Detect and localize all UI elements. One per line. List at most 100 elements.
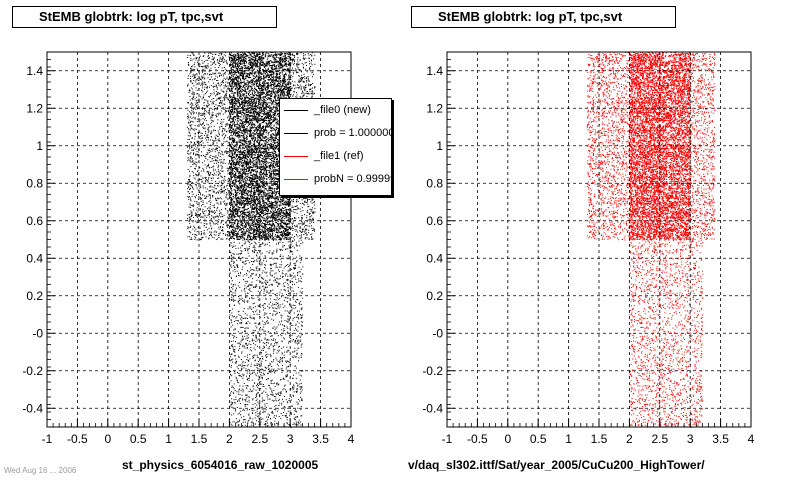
- scatter-point: [233, 58, 235, 60]
- scatter-point: [311, 55, 313, 57]
- scatter-point: [224, 179, 226, 181]
- scatter-point: [226, 140, 228, 142]
- scatter-point: [188, 91, 190, 93]
- scatter-point: [222, 73, 224, 75]
- scatter-point: [305, 224, 307, 226]
- scatter-point: [278, 61, 280, 63]
- scatter-point: [247, 173, 249, 174]
- scatter-point: [311, 202, 313, 204]
- scatter-point: [214, 169, 216, 171]
- scatter-point: [275, 90, 277, 92]
- scatter-point: [309, 84, 311, 86]
- scatter-point: [308, 84, 310, 86]
- scatter-point: [223, 54, 225, 56]
- scatter-point: [243, 187, 245, 189]
- scatter-point: [270, 143, 272, 145]
- scatter-point: [199, 208, 201, 210]
- scatter-point: [248, 82, 250, 84]
- scatter-point: [246, 190, 248, 192]
- scatter-point: [194, 238, 196, 240]
- scatter-point: [264, 173, 266, 175]
- scatter-point: [225, 134, 227, 136]
- scatter-point: [213, 86, 214, 88]
- scatter-point: [207, 144, 209, 146]
- scatter-point: [227, 232, 229, 234]
- scatter-point: [224, 112, 226, 114]
- scatter-point: [297, 231, 299, 233]
- scatter-point: [256, 69, 258, 71]
- scatter-point: [198, 79, 200, 81]
- scatter-point: [205, 156, 207, 158]
- scatter-point: [243, 117, 245, 119]
- scatter-point: [277, 63, 279, 65]
- scatter-point: [225, 197, 227, 199]
- scatter-point: [303, 82, 305, 83]
- scatter-point: [219, 210, 221, 212]
- scatter-point: [207, 106, 209, 108]
- scatter-point: [192, 158, 193, 160]
- scatter-point: [195, 153, 197, 155]
- scatter-point: [292, 59, 294, 61]
- scatter-point: [204, 198, 206, 199]
- scatter-point: [221, 130, 223, 132]
- scatter-point: [302, 94, 304, 96]
- scatter-point: [244, 192, 246, 194]
- scatter-point: [211, 101, 213, 103]
- scatter-point: [240, 56, 242, 58]
- scatter-point: [204, 86, 206, 88]
- scatter-point: [254, 123, 256, 125]
- scatter-point: [257, 234, 259, 236]
- scatter-point: [299, 59, 301, 61]
- scatter-point: [308, 60, 310, 62]
- scatter-point: [195, 106, 197, 108]
- scatter-point: [294, 197, 296, 198]
- scatter-point: [294, 225, 296, 227]
- scatter-point: [219, 61, 221, 62]
- scatter-point: [308, 206, 310, 207]
- scatter-point: [232, 176, 234, 178]
- scatter-point: [205, 210, 207, 212]
- scatter-point: [305, 232, 307, 234]
- scatter-point: [252, 194, 254, 196]
- scatter-point: [218, 139, 220, 141]
- scatter-point: [254, 196, 255, 198]
- scatter-point: [245, 179, 246, 181]
- scatter-point: [233, 86, 235, 88]
- scatter-point: [237, 230, 239, 232]
- scatter-point: [192, 204, 194, 206]
- scatter-point: [190, 71, 192, 73]
- scatter-point: [234, 179, 236, 181]
- scatter-point: [226, 69, 227, 71]
- scatter-point: [253, 60, 255, 61]
- scatter-point: [273, 96, 275, 98]
- scatter-point: [271, 128, 273, 130]
- scatter-point: [218, 181, 220, 183]
- scatter-point: [303, 94, 305, 96]
- scatter-point: [274, 86, 276, 87]
- scatter-point: [242, 104, 244, 106]
- scatter-point: [217, 76, 218, 78]
- scatter-point: [227, 179, 229, 181]
- scatter-point: [208, 66, 210, 68]
- scatter-point: [208, 163, 209, 165]
- scatter-point: [272, 209, 274, 211]
- scatter-point: [259, 63, 261, 65]
- scatter-point: [221, 102, 223, 104]
- scatter-point: [229, 193, 231, 195]
- scatter-point: [257, 133, 259, 135]
- scatter-point: [291, 218, 293, 220]
- scatter-point: [213, 57, 215, 59]
- scatter-point: [271, 163, 273, 165]
- scatter-point: [245, 83, 247, 85]
- scatter-point: [265, 218, 267, 220]
- scatter-point: [221, 221, 223, 223]
- scatter-point: [263, 225, 265, 227]
- scatter-point: [203, 76, 205, 78]
- scatter-point: [199, 73, 200, 75]
- scatter-point: [272, 163, 274, 165]
- scatter-point: [199, 167, 201, 168]
- scatter-point: [213, 129, 215, 131]
- scatter-point: [259, 196, 261, 198]
- scatter-point: [309, 196, 310, 197]
